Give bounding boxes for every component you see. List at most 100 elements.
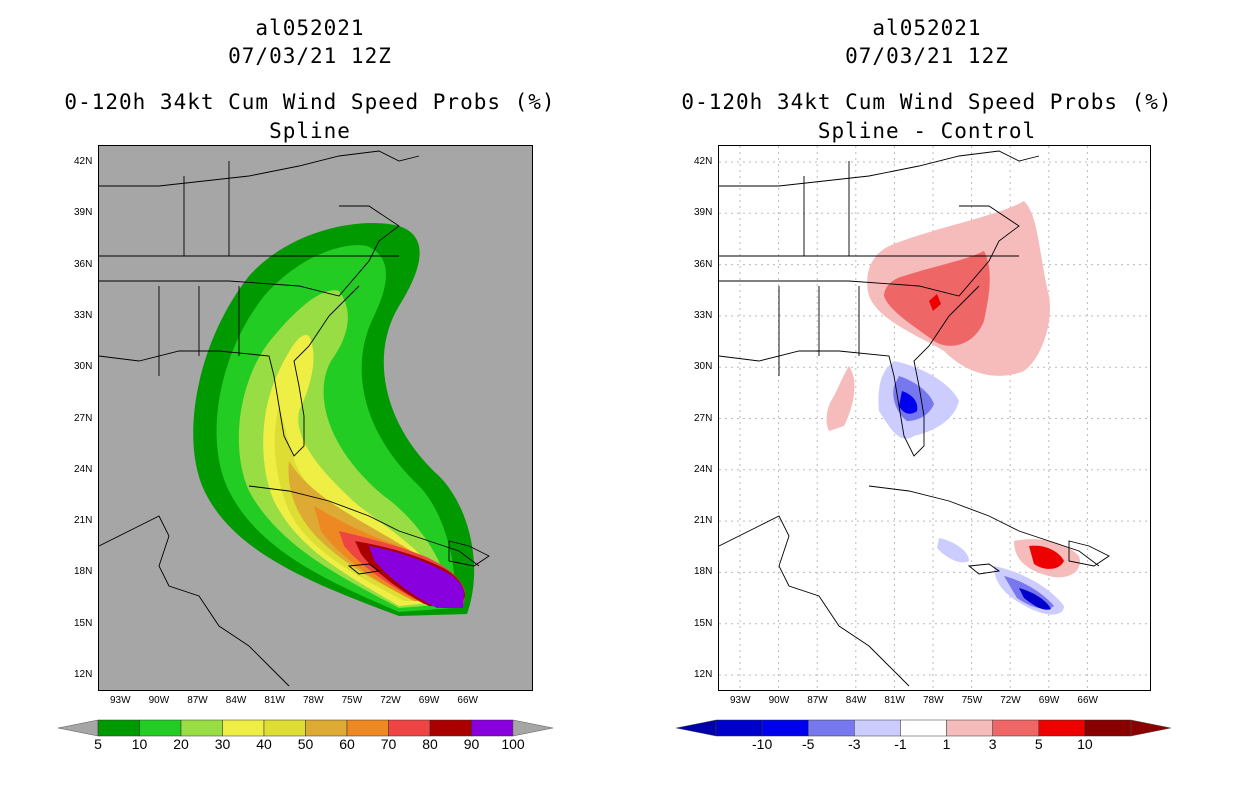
colorbar-swatch xyxy=(1038,719,1086,737)
lat-tick-label: 12N xyxy=(694,669,713,680)
coastline-segment xyxy=(967,563,1001,575)
lon-tick-label: 84W xyxy=(845,695,867,706)
right-map-panel xyxy=(718,145,1151,691)
lon-tick-label: 81W xyxy=(264,695,285,706)
prob-band-100 xyxy=(369,546,464,608)
lon-tick-label: 78W xyxy=(303,695,324,706)
lat-tick-label: 27N xyxy=(694,412,713,424)
lat-tick-label: 15N xyxy=(694,617,713,629)
colorbar-label: 100 xyxy=(501,736,525,752)
colorbar-swatch xyxy=(1084,719,1132,737)
colorbar-label: -10 xyxy=(751,736,773,752)
lon-tick-label: 75W xyxy=(341,695,363,706)
lat-tick-label: 21N xyxy=(694,515,713,527)
lat-tick-label: 42N xyxy=(694,156,713,167)
left-subtitle: Spline xyxy=(269,119,351,143)
lon-tick-label: 66W xyxy=(1077,695,1098,706)
diff-carolinas-5 xyxy=(929,294,941,311)
colorbar-label: 3 xyxy=(988,736,997,752)
lon-tick-label: 69W xyxy=(418,695,440,706)
colorbar-swatch xyxy=(97,719,140,737)
lat-tick-label: 42N xyxy=(74,156,93,167)
colorbar-swatch xyxy=(429,719,472,737)
lon-tick-label: 93W xyxy=(110,695,131,706)
colorbar-swatch xyxy=(900,719,947,737)
left-storm-id: al052021 xyxy=(255,16,365,40)
colorbar-label: 80 xyxy=(422,736,438,752)
lon-tick-label: 84W xyxy=(225,695,247,706)
colorbar-swatch xyxy=(263,719,306,737)
coastline-segment xyxy=(99,515,290,687)
lat-tick-label: 36N xyxy=(694,258,713,270)
lat-tick-label: 30N xyxy=(74,361,93,373)
colorbar-swatch xyxy=(807,719,855,737)
lat-tick-label: 39N xyxy=(694,207,713,219)
lat-tick-label: 12N xyxy=(74,669,93,680)
lat-tick-label: 15N xyxy=(74,617,93,629)
colorbar-label: 70 xyxy=(380,736,397,752)
colorbar-label: 90 xyxy=(463,736,480,752)
right-storm-id: al052021 xyxy=(872,16,982,40)
left-product-title: 0-120h 34kt Cum Wind Speed Probs (%) xyxy=(64,90,556,114)
left-map-panel xyxy=(98,145,533,691)
right-map-svg xyxy=(719,146,1150,690)
lon-tick-label: 72W xyxy=(380,695,401,706)
lon-tick-label: 72W xyxy=(1000,695,1021,706)
lat-tick-label: 24N xyxy=(74,463,93,475)
left-colorbar xyxy=(58,719,554,737)
coastline-segment xyxy=(1068,540,1110,567)
right-datetime: 07/03/21 12Z xyxy=(845,44,1009,68)
lon-tick-label: 90W xyxy=(148,695,170,706)
probability-contours xyxy=(193,223,475,616)
lon-tick-label: 69W xyxy=(1038,695,1060,706)
colorbar-label: -5 xyxy=(801,736,815,752)
colorbar-swatch xyxy=(471,719,514,737)
left-datetime: 07/03/21 12Z xyxy=(228,44,392,68)
lon-tick-label: 66W xyxy=(457,695,478,706)
colorbar-label: 10 xyxy=(1077,736,1093,752)
colorbar-swatch xyxy=(854,719,901,737)
coastline-segment xyxy=(719,150,1040,187)
colorbar-swatch xyxy=(761,719,809,737)
lat-tick-label: 18N xyxy=(694,566,713,578)
right-colorbar xyxy=(676,719,1172,737)
lat-tick-label: 33N xyxy=(74,309,93,321)
lat-tick-label: 21N xyxy=(74,515,93,527)
colorbar-swatch xyxy=(346,719,389,737)
colorbar-label: -3 xyxy=(848,736,861,752)
lat-tick-label: 27N xyxy=(74,412,93,424)
lat-tick-label: 24N xyxy=(694,463,713,475)
lon-tick-label: 81W xyxy=(884,695,905,706)
diff-jamaica-m3 xyxy=(937,538,969,563)
lat-tick-label: 33N xyxy=(694,309,713,321)
left-map-svg xyxy=(99,146,532,690)
colorbar-label: 60 xyxy=(339,736,355,752)
colorbar-swatch xyxy=(715,719,763,737)
diff-florida-m10 xyxy=(899,391,918,414)
lat-tick-label: 18N xyxy=(74,566,93,578)
coastline-segment xyxy=(719,205,1020,297)
colorbar-left-arrow xyxy=(676,719,717,737)
coastline-segment xyxy=(448,540,490,567)
colorbar-label: 5 xyxy=(94,736,102,752)
colorbar-swatch xyxy=(222,719,265,737)
coastline-segment xyxy=(99,150,420,187)
colorbar-label: 30 xyxy=(214,736,231,752)
lon-tick-label: 87W xyxy=(807,695,828,706)
lon-tick-label: 93W xyxy=(730,695,751,706)
diff-south-m10 xyxy=(1019,588,1051,610)
colorbar-label: 5 xyxy=(1034,736,1043,752)
coastline-segment xyxy=(719,515,910,687)
colorbar-label: 50 xyxy=(297,736,314,752)
coastline-segment xyxy=(99,205,400,297)
left-coastlines xyxy=(99,150,490,687)
difference-contours xyxy=(826,201,1080,615)
right-subtitle: Spline - Control xyxy=(817,119,1037,143)
right-product-title: 0-120h 34kt Cum Wind Speed Probs (%) xyxy=(681,90,1173,114)
colorbar-label: 20 xyxy=(173,736,189,752)
coastline-segment xyxy=(868,485,1100,567)
colorbar-swatch xyxy=(305,719,348,737)
colorbar-right-arrow xyxy=(1130,719,1172,737)
lon-tick-label: 87W xyxy=(187,695,208,706)
colorbar-swatch xyxy=(180,719,223,737)
